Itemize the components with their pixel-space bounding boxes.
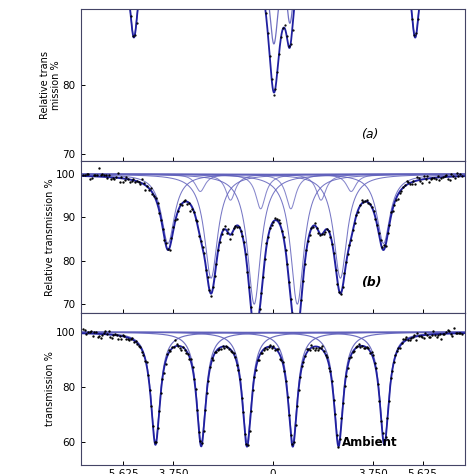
X-axis label: Velocity (mm/s): Velocity (mm/s) [221,333,324,346]
X-axis label: Velocity (mm/s): Velocity (mm/s) [221,182,324,194]
Y-axis label: Relative transmission %: Relative transmission % [45,178,55,296]
Text: (b): (b) [361,275,382,289]
Text: (a): (a) [361,128,378,141]
Y-axis label: transmission %: transmission % [45,351,55,426]
Text: Ambient: Ambient [342,437,397,449]
Y-axis label: Relative trans
mission %: Relative trans mission % [40,51,61,119]
